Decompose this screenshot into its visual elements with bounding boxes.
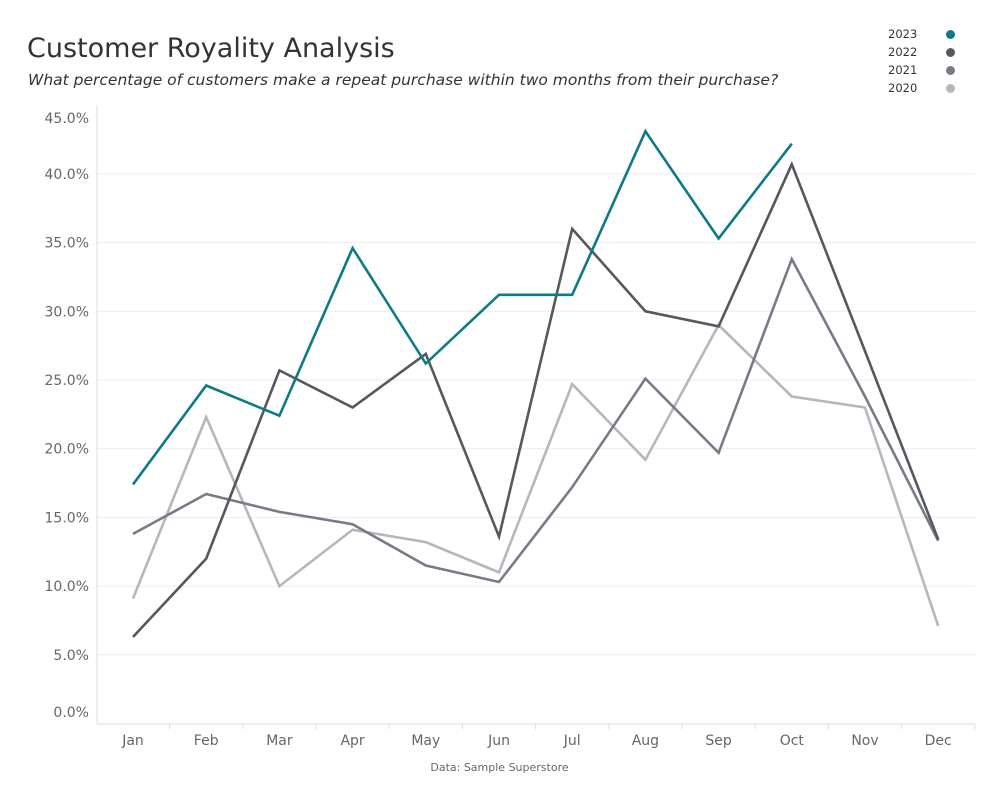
chart-title: Customer Royality Analysis	[27, 33, 395, 64]
legend-item-2020[interactable]: 2020	[888, 79, 955, 97]
series-line-2022	[132, 160, 940, 638]
x-tick-label: Aug	[632, 733, 659, 749]
legend-dot-icon	[946, 29, 955, 39]
y-tick-label: 30.0%	[45, 304, 89, 320]
legend-dot-icon	[946, 47, 955, 57]
series-line-2021	[132, 255, 940, 584]
x-tick-label: Nov	[851, 733, 878, 749]
source-note: Data: Sample Superstore	[430, 761, 569, 774]
legend-item-2023[interactable]: 2023	[888, 25, 955, 43]
legend-dot-icon	[946, 65, 955, 75]
x-tick-label: May	[411, 733, 440, 749]
legend-item-2022[interactable]: 2022	[888, 43, 955, 61]
legend-label: 2023	[888, 27, 918, 41]
y-tick-label: 40.0%	[45, 167, 89, 183]
y-tick-label: 5.0%	[53, 648, 89, 664]
y-tick-label: 10.0%	[45, 579, 89, 595]
y-tick-label: 15.0%	[45, 510, 89, 526]
x-tick-label: Jul	[563, 733, 581, 749]
x-tick-label: Apr	[340, 733, 364, 749]
x-tick-label: Jan	[121, 733, 144, 749]
x-tick-label: Sep	[705, 733, 732, 749]
x-tick-label: Feb	[194, 733, 219, 749]
legend-label: 2022	[888, 45, 918, 59]
legend-dot-icon	[946, 83, 955, 93]
legend-label: 2020	[888, 81, 918, 95]
y-tick-label: 35.0%	[45, 236, 89, 252]
y-tick-label: 20.0%	[45, 442, 89, 458]
y-tick-label: 45.0%	[45, 111, 89, 127]
y-tick-label: 25.0%	[45, 373, 89, 389]
legend: 2023 2022 2021 2020	[888, 25, 955, 97]
legend-label: 2021	[888, 63, 918, 77]
x-tick-label: Mar	[266, 733, 293, 749]
x-tick-label: Jun	[487, 733, 510, 749]
chart-subtitle: What percentage of customers make a repe…	[28, 71, 779, 89]
x-tick-label: Dec	[925, 733, 952, 749]
x-tick-label: Oct	[780, 733, 805, 749]
legend-item-2021[interactable]: 2021	[888, 61, 955, 79]
series-line-2020	[131, 322, 940, 627]
series-line-2023	[131, 128, 793, 486]
y-tick-label: 0.0%	[53, 705, 89, 721]
